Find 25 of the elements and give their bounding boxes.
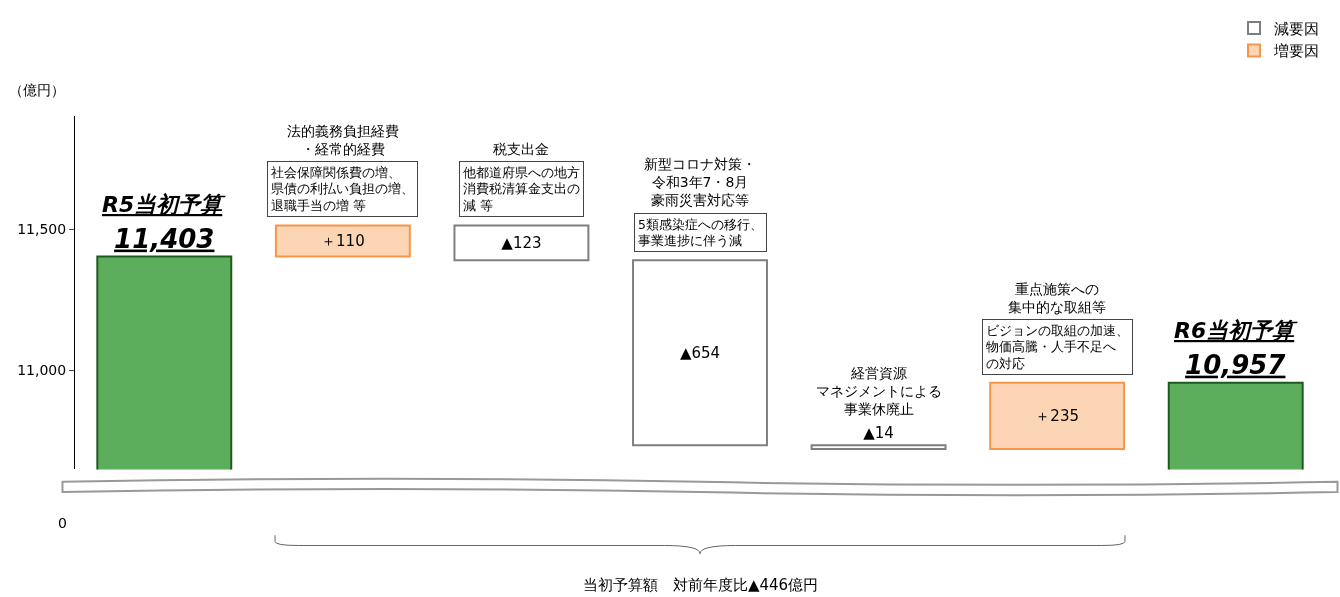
x-tick-label: R5当初予算 — [102, 192, 227, 217]
data-label: ＋235 — [1035, 406, 1079, 425]
data-label: ▲14 — [863, 424, 894, 443]
y-axis-title: （億円） — [9, 82, 65, 98]
y-tick-label: 11,500 — [17, 221, 67, 238]
data-label: 10,957 — [1185, 349, 1287, 380]
annotation: 他都道府県への地方消費税清算金支出の減 等 — [463, 165, 580, 213]
legend-label: 増要因 — [1273, 42, 1319, 61]
text: 当初予算額 対前年度比▲446億円 — [583, 576, 819, 594]
x-tick-label: 新型コロナ対策・令和3年7・8月豪雨災害対応等 — [644, 156, 756, 209]
data-label: ▲123 — [501, 233, 542, 252]
data-label: 11,403 — [114, 223, 215, 254]
x-tick-label: 重点施策への集中的な取組等 — [1008, 281, 1106, 316]
x-tick-label: 税支出金 — [493, 141, 549, 157]
y-tick-label: 11,000 — [17, 362, 67, 379]
annotation: 5類感染症への移行、事業進捗に伴う減 — [638, 217, 763, 249]
annotation: ビジョンの取組の加速、物価高騰・人手不足への対応 — [986, 323, 1129, 371]
legend-label: 減要因 — [1274, 19, 1319, 38]
data-label: ▲654 — [679, 343, 721, 362]
annotation: 社会保障関係費の増、県債の利払い負担の増、退職手当の増 等 — [271, 165, 414, 213]
data-label: ＋110 — [321, 231, 365, 250]
x-tick-label: R6当初予算 — [1174, 318, 1299, 343]
x-tick-label: 法的義務負担経費・経常的経費 — [287, 123, 399, 158]
text: 0 — [58, 515, 67, 531]
x-tick-label: 経営資源マネジメントによる事業休廃止 — [816, 365, 942, 418]
